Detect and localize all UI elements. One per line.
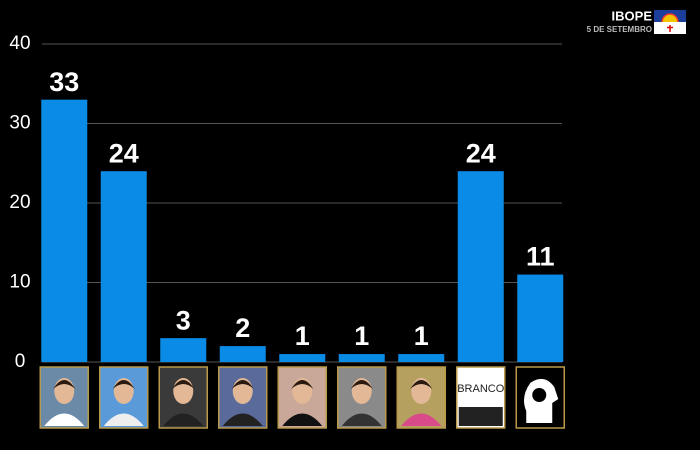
hair xyxy=(172,380,195,389)
candidate-picture xyxy=(337,366,387,429)
bar xyxy=(279,354,326,362)
candidate-picture xyxy=(158,366,208,429)
shoulders xyxy=(341,413,382,426)
candidate-picture xyxy=(277,366,327,429)
hair xyxy=(112,380,135,389)
hair xyxy=(410,380,433,389)
shoulders xyxy=(103,413,144,426)
brand: IBOPE xyxy=(612,8,653,23)
candidate-picture xyxy=(99,366,149,429)
bar xyxy=(338,354,385,362)
value-label: 1 xyxy=(295,321,310,351)
y-tick-label: 20 xyxy=(9,192,30,213)
value-label: 24 xyxy=(109,138,139,168)
unknown-mark xyxy=(532,388,547,402)
value-label: 3 xyxy=(176,305,191,335)
candidate-picture xyxy=(396,366,446,429)
bar xyxy=(517,274,564,362)
hair xyxy=(231,380,254,389)
flag xyxy=(654,10,686,34)
bar xyxy=(457,171,504,362)
bar xyxy=(41,99,88,363)
value-label: 2 xyxy=(235,313,250,343)
value-label: 11 xyxy=(526,242,555,272)
value-label: 24 xyxy=(466,138,496,168)
shoulders xyxy=(222,413,263,426)
bar xyxy=(100,171,147,362)
hair xyxy=(350,380,373,389)
value-label: 1 xyxy=(414,321,429,351)
x-tick-label: BRANCO xyxy=(457,383,505,395)
candidate-picture xyxy=(39,366,89,429)
shoulders xyxy=(44,413,85,426)
shoulders xyxy=(282,413,323,426)
bar xyxy=(219,346,266,362)
y-tick-label: 30 xyxy=(9,113,30,134)
y-tick-label: 40 xyxy=(9,33,30,54)
candidate-picture xyxy=(218,366,268,429)
candidate-picture: BRANCO xyxy=(456,366,506,429)
bar xyxy=(398,354,445,362)
value-label: 1 xyxy=(354,321,369,351)
hair xyxy=(53,380,76,389)
candidate-picture xyxy=(515,366,565,429)
y-tick-label: 10 xyxy=(9,272,30,293)
date: 5 DE SETEMBRO xyxy=(587,25,652,34)
bar xyxy=(160,338,207,362)
hair xyxy=(291,380,314,389)
y-tick-label: 0 xyxy=(15,351,26,372)
shoulders xyxy=(163,413,204,426)
picture-band xyxy=(458,407,503,426)
value-label: 33 xyxy=(49,67,79,97)
shoulders xyxy=(401,413,442,426)
